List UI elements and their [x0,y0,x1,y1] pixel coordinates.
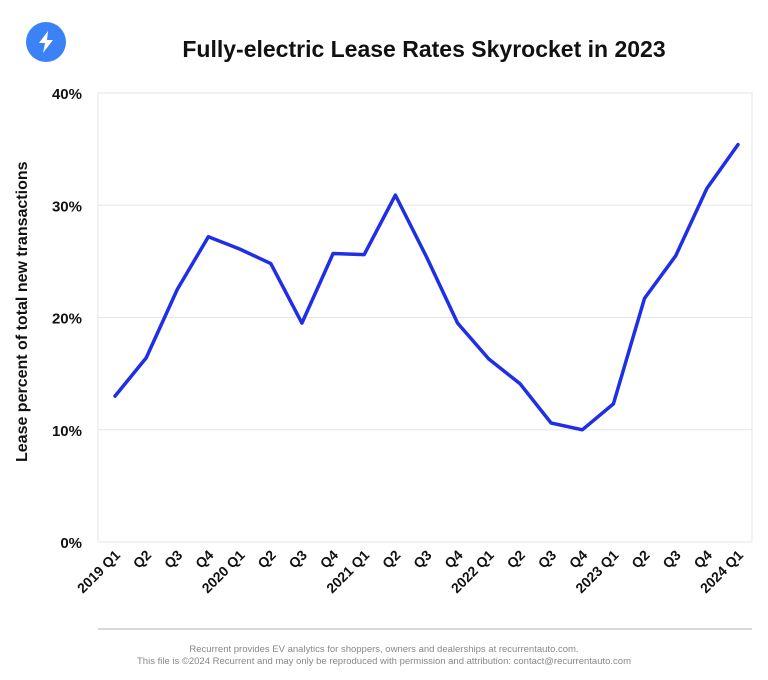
y-tick-label: 30% [52,198,82,215]
footer-divider [98,628,752,630]
y-tick-label: 40% [52,86,82,103]
series-line [113,142,740,432]
x-tick-label: Q3 [410,547,435,572]
brand-logo [26,22,66,62]
x-tick-label: Q4 [441,547,466,572]
x-tick-label: Q3 [161,547,186,572]
x-tick-label: Q2 [379,547,404,572]
x-tick-label: Q3 [535,547,560,572]
x-tick-label: Q3 [285,547,310,572]
x-tick-label: Q2 [130,547,155,572]
chart-title: Fully-electric Lease Rates Skyrocket in … [182,36,666,62]
footer-line-2: This file is ©2024 Recurrent and may onl… [137,656,631,667]
x-tick-label: Q2 [628,547,653,572]
x-tick-label: 2019 Q1 [74,547,123,596]
x-tick-label: Q3 [659,547,684,572]
x-tick-label: Q4 [690,547,715,572]
lightning-bolt-icon [39,31,53,53]
y-tick-label: 20% [52,311,82,328]
x-tick-label: Q4 [317,547,342,572]
y-tick-label: 0% [60,535,82,552]
x-tick-label: Q4 [566,547,591,572]
x-tick-label: Q4 [192,547,217,572]
x-tick-label: Q2 [254,547,279,572]
x-tick-label: Q2 [504,547,529,572]
y-tick-label: 10% [52,423,82,440]
footer-line-1: Recurrent provides EV analytics for shop… [189,644,579,655]
